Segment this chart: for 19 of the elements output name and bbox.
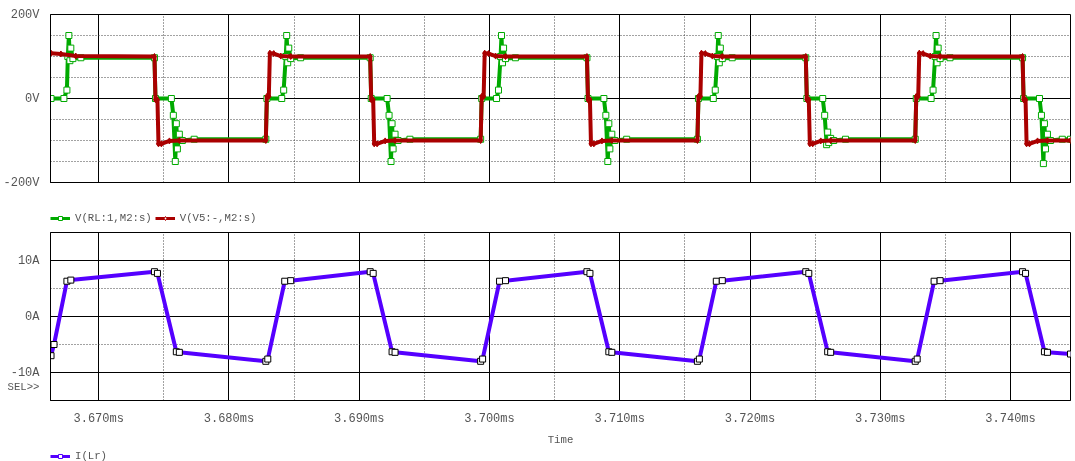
- x-tick-label: 3.730ms: [855, 411, 906, 426]
- y-tick-label: -10A: [10, 365, 41, 380]
- y-tick-label: 0A: [25, 309, 41, 324]
- x-tick-label: 3.680ms: [203, 411, 255, 426]
- legend-label: V(RL:1,M2:s): [75, 212, 152, 224]
- text: SEL>>: [7, 380, 40, 393]
- x-tick-label: 3.670ms: [73, 411, 124, 426]
- x-tick-label: 3.710ms: [594, 411, 645, 426]
- y-tick-label: -200V: [3, 175, 41, 190]
- x-tick-label: 3.740ms: [985, 411, 1036, 426]
- x-tick-label: 3.700ms: [464, 411, 515, 426]
- y-tick-label: 0V: [25, 91, 41, 106]
- y-tick-label: 10A: [17, 253, 41, 268]
- x-axis-title: Time: [547, 433, 574, 446]
- y-tick-label: 200V: [10, 7, 41, 22]
- x-tick-label: 3.720ms: [724, 411, 776, 426]
- legend-label: V(V5:-,M2:s): [179, 212, 257, 224]
- x-tick-label: 3.690ms: [334, 411, 385, 426]
- legend-label: I(Lr): [75, 450, 107, 461]
